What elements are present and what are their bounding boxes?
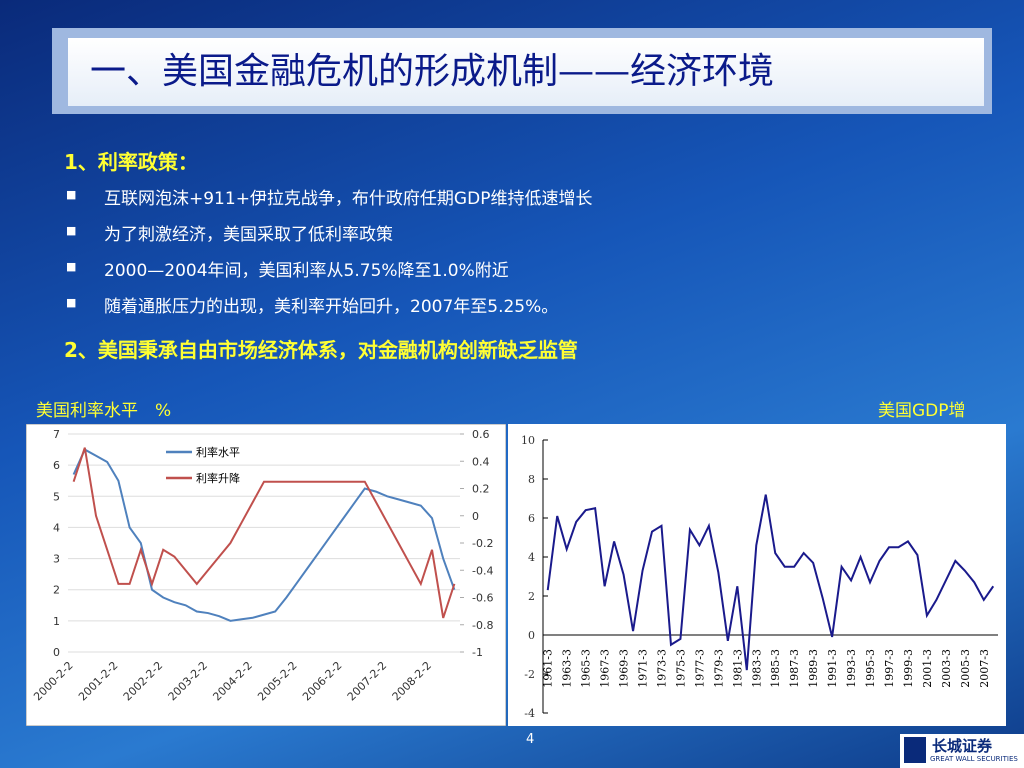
series-line [546, 494, 995, 671]
x-tick-label: 1969-3 [618, 649, 631, 688]
chart-title: 美国利率水平 % [36, 401, 172, 421]
y-tick-label: 4 [528, 551, 535, 564]
y-tick-label: 0 [528, 629, 535, 642]
y-tick-label: 2 [53, 584, 60, 597]
y2-tick-label: -0.8 [472, 619, 493, 632]
logo-icon [904, 737, 926, 763]
y-tick-label: 6 [528, 512, 535, 525]
y-tick-label: -2 [524, 668, 535, 681]
series-line [72, 447, 456, 619]
y-tick-label: 4 [53, 521, 60, 534]
x-tick-label: 1973-3 [655, 649, 668, 688]
logo: 长城证券 GREAT WALL SECURITIES [900, 734, 1024, 768]
x-tick-label: 2003-3 [940, 649, 953, 688]
x-tick-label: 1971-3 [637, 649, 650, 688]
y2-tick-label: 0 [472, 510, 479, 523]
bullet: 随着通胀压力的出现，美利率开始回升，2007年至5.25%。 [66, 292, 558, 317]
x-tick-label: 1987-3 [788, 649, 801, 688]
y-tick-label: 7 [53, 428, 60, 441]
chart-2: -4 -2 0 2 4 6 8 10 1961-3 1963-3 1965-3 1967-3 1969-… [508, 424, 1006, 726]
x-tick-label: 1989-3 [807, 649, 820, 688]
y2-tick-label: -0.4 [472, 564, 493, 577]
x-tick-label: 1967-3 [599, 649, 612, 688]
heading: 2、美国秉承自由市场经济体系，对金融机构创新缺乏监管 [64, 338, 578, 362]
chart-bg [26, 424, 506, 726]
x-tick-label: 1983-3 [750, 649, 763, 688]
chart-title: 美国GDP增 [878, 401, 966, 421]
y-tick-label: 1 [53, 615, 60, 628]
y-tick-label: 8 [528, 473, 535, 486]
x-tick-label: 2001-3 [921, 649, 934, 688]
y2-tick-label: 0.6 [472, 428, 490, 441]
y2-tick-label: -1 [472, 646, 483, 659]
x-tick-label: 2005-3 [959, 649, 972, 688]
x-tick-label: 1997-3 [883, 649, 896, 688]
x-tick-label: 1995-3 [864, 649, 877, 688]
chart-1: 01234567-1-0.8-0.6-0.4-0.200.20.40.62000… [26, 424, 506, 726]
logo-en: GREAT WALL SECURITIES [930, 755, 1018, 763]
x-tick-label: 1965-3 [580, 649, 593, 688]
x-tick-label: 1977-3 [693, 649, 706, 688]
y-tick-label: 5 [53, 490, 60, 503]
bullet: 互联网泡沫+911+伊拉克战争，布什政府任期GDP维持低速增长 [66, 184, 592, 209]
y-tick-label: 0 [53, 646, 60, 659]
x-tick-label: 1985-3 [769, 649, 782, 688]
bullet: 2000—2004年间，美国利率从5.75%降至1.0%附近 [66, 256, 509, 281]
legend-label: 利率升降 [196, 471, 240, 485]
y-tick-label: 6 [53, 459, 60, 472]
x-tick-label: 1991-3 [826, 649, 839, 688]
y-tick-label: 10 [521, 434, 535, 447]
x-tick-label: 2007-3 [978, 649, 991, 688]
y2-tick-label: 0.2 [472, 483, 490, 496]
x-tick-label: 1993-3 [845, 649, 858, 688]
logo-text: 长城证券 [932, 737, 993, 755]
y-tick-label: 2 [528, 590, 535, 603]
x-tick-label: 1979-3 [712, 649, 725, 688]
bullet: 为了刺激经济，美国采取了低利率政策 [66, 220, 393, 245]
slide-title: 一、美国金融危机的形成机制——经济环境 [68, 38, 984, 106]
series-line [72, 448, 456, 622]
x-tick-label: 1975-3 [674, 649, 687, 688]
x-tick-label: 1963-3 [561, 649, 574, 688]
x-tick-label: 1981-3 [731, 649, 744, 688]
page-number: 4 [526, 732, 535, 747]
x-tick-label: 1961-3 [542, 649, 555, 688]
chart-bg [508, 424, 1006, 726]
y2-tick-label: -0.6 [472, 592, 493, 605]
y-tick-label: -4 [524, 707, 535, 720]
legend-label: 利率水平 [196, 445, 240, 459]
x-tick-label: 1999-3 [902, 649, 915, 688]
y2-tick-label: 0.4 [472, 455, 490, 468]
heading: 1、利率政策： [64, 150, 198, 174]
y-tick-label: 3 [53, 553, 60, 566]
y2-tick-label: -0.2 [472, 537, 493, 550]
